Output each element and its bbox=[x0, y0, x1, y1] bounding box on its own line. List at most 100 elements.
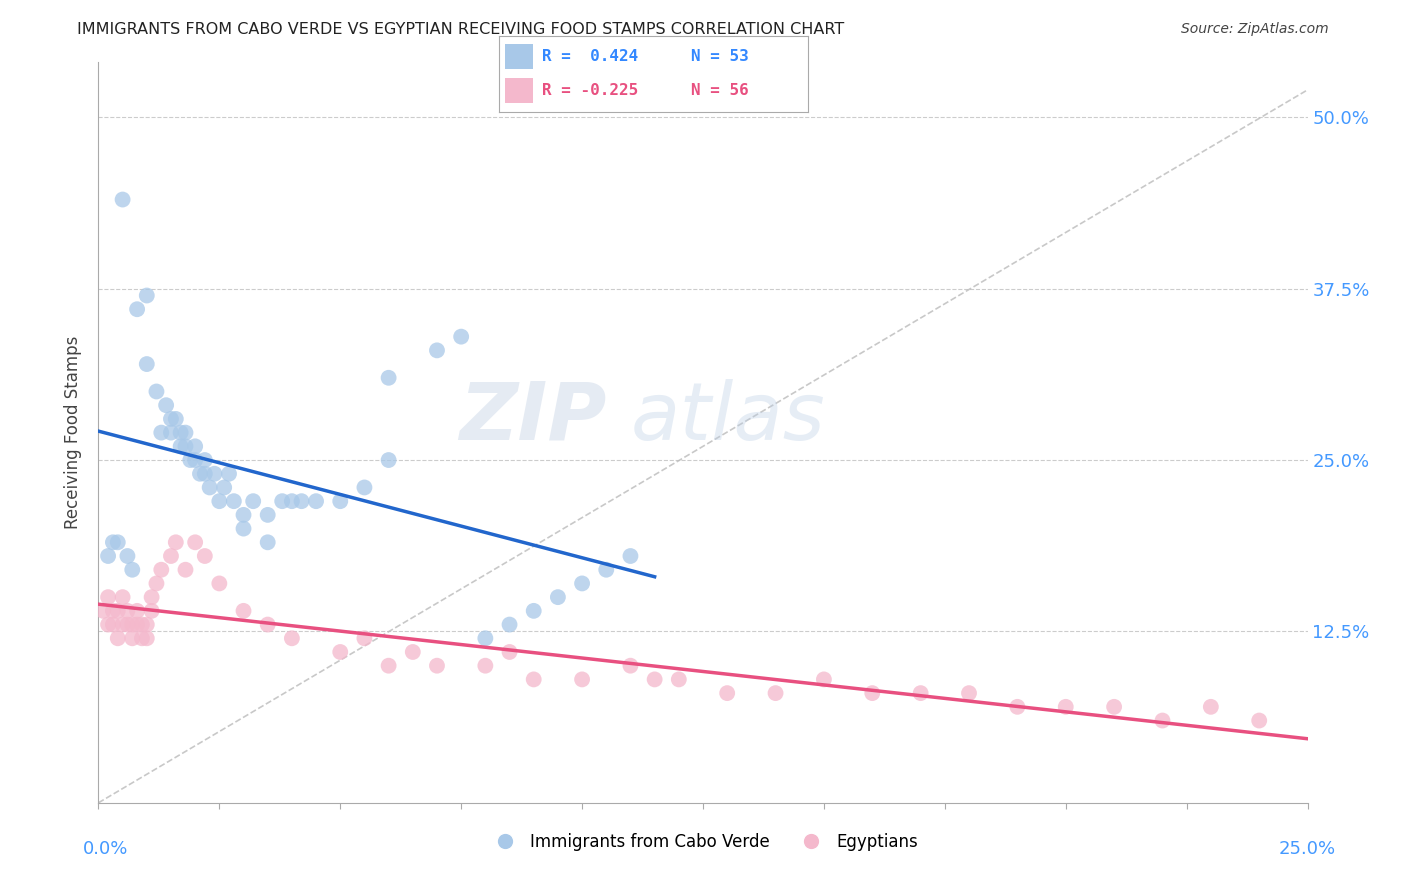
Point bbox=[204, 467, 226, 481]
Point bbox=[111, 193, 134, 207]
Point bbox=[194, 453, 217, 467]
Point bbox=[271, 494, 294, 508]
Point bbox=[165, 412, 187, 426]
Y-axis label: Receiving Food Stamps: Receiving Food Stamps bbox=[65, 336, 83, 529]
Point bbox=[127, 302, 149, 317]
Point bbox=[111, 590, 134, 604]
Point bbox=[174, 425, 197, 440]
Text: Source: ZipAtlas.com: Source: ZipAtlas.com bbox=[1181, 22, 1329, 37]
FancyBboxPatch shape bbox=[505, 78, 533, 103]
Point bbox=[547, 590, 569, 604]
Point bbox=[127, 604, 149, 618]
Point bbox=[174, 563, 197, 577]
Point bbox=[101, 604, 124, 618]
Point bbox=[145, 576, 167, 591]
Point bbox=[426, 343, 449, 358]
Point bbox=[377, 453, 399, 467]
Point bbox=[377, 371, 399, 385]
Point bbox=[208, 576, 231, 591]
Point bbox=[329, 494, 352, 508]
Text: ZIP: ZIP bbox=[458, 379, 606, 457]
Point bbox=[619, 549, 641, 563]
FancyBboxPatch shape bbox=[505, 44, 533, 69]
Point bbox=[232, 508, 254, 522]
Point bbox=[121, 617, 143, 632]
Point bbox=[377, 658, 399, 673]
Point bbox=[474, 658, 496, 673]
Point bbox=[150, 425, 173, 440]
Text: IMMIGRANTS FROM CABO VERDE VS EGYPTIAN RECEIVING FOOD STAMPS CORRELATION CHART: IMMIGRANTS FROM CABO VERDE VS EGYPTIAN R… bbox=[77, 22, 845, 37]
Point bbox=[957, 686, 980, 700]
Text: N = 53: N = 53 bbox=[690, 49, 748, 64]
Point bbox=[127, 617, 149, 632]
Point bbox=[813, 673, 835, 687]
Text: atlas: atlas bbox=[630, 379, 825, 457]
Point bbox=[107, 632, 129, 646]
Text: N = 56: N = 56 bbox=[690, 83, 748, 98]
Point bbox=[184, 535, 207, 549]
Point bbox=[145, 384, 167, 399]
Point bbox=[1199, 699, 1222, 714]
Point bbox=[188, 467, 211, 481]
Point bbox=[194, 549, 217, 563]
Point bbox=[91, 604, 114, 618]
Point bbox=[160, 412, 183, 426]
Point bbox=[290, 494, 312, 508]
Point bbox=[910, 686, 932, 700]
Text: R = -0.225: R = -0.225 bbox=[543, 83, 638, 98]
Point bbox=[1249, 714, 1271, 728]
Point bbox=[619, 658, 641, 673]
Point bbox=[160, 549, 183, 563]
Point bbox=[218, 467, 240, 481]
Point bbox=[131, 617, 153, 632]
Point bbox=[107, 604, 129, 618]
Point bbox=[165, 535, 187, 549]
Point bbox=[117, 604, 139, 618]
Point bbox=[97, 617, 120, 632]
Point bbox=[232, 522, 254, 536]
Point bbox=[668, 673, 690, 687]
Point bbox=[198, 480, 221, 494]
Point bbox=[107, 535, 129, 549]
Point bbox=[135, 357, 157, 371]
Point bbox=[131, 632, 153, 646]
Point bbox=[141, 604, 163, 618]
Point bbox=[765, 686, 787, 700]
Point bbox=[256, 617, 278, 632]
Text: R =  0.424: R = 0.424 bbox=[543, 49, 638, 64]
Point bbox=[160, 425, 183, 440]
Point bbox=[208, 494, 231, 508]
Point bbox=[242, 494, 264, 508]
Point bbox=[117, 549, 139, 563]
Point bbox=[232, 604, 254, 618]
Point bbox=[222, 494, 245, 508]
Point bbox=[1007, 699, 1029, 714]
Point bbox=[212, 480, 235, 494]
Legend: Immigrants from Cabo Verde, Egyptians: Immigrants from Cabo Verde, Egyptians bbox=[481, 826, 925, 857]
Point bbox=[281, 632, 304, 646]
Point bbox=[474, 632, 496, 646]
Point bbox=[135, 288, 157, 302]
Point bbox=[155, 398, 177, 412]
Point bbox=[305, 494, 328, 508]
Point bbox=[184, 439, 207, 453]
Point bbox=[498, 645, 520, 659]
Point bbox=[121, 632, 143, 646]
Point bbox=[1102, 699, 1125, 714]
Point bbox=[1054, 699, 1077, 714]
Point bbox=[523, 673, 546, 687]
Point bbox=[111, 617, 134, 632]
Point bbox=[595, 563, 617, 577]
Point bbox=[1152, 714, 1174, 728]
Point bbox=[402, 645, 425, 659]
Point bbox=[121, 563, 143, 577]
Point bbox=[256, 508, 278, 522]
Point bbox=[174, 439, 197, 453]
Text: 0.0%: 0.0% bbox=[83, 840, 128, 858]
Point bbox=[135, 632, 157, 646]
Point bbox=[860, 686, 883, 700]
Point bbox=[184, 453, 207, 467]
Point bbox=[169, 425, 191, 440]
Point bbox=[150, 563, 173, 577]
Point bbox=[256, 535, 278, 549]
